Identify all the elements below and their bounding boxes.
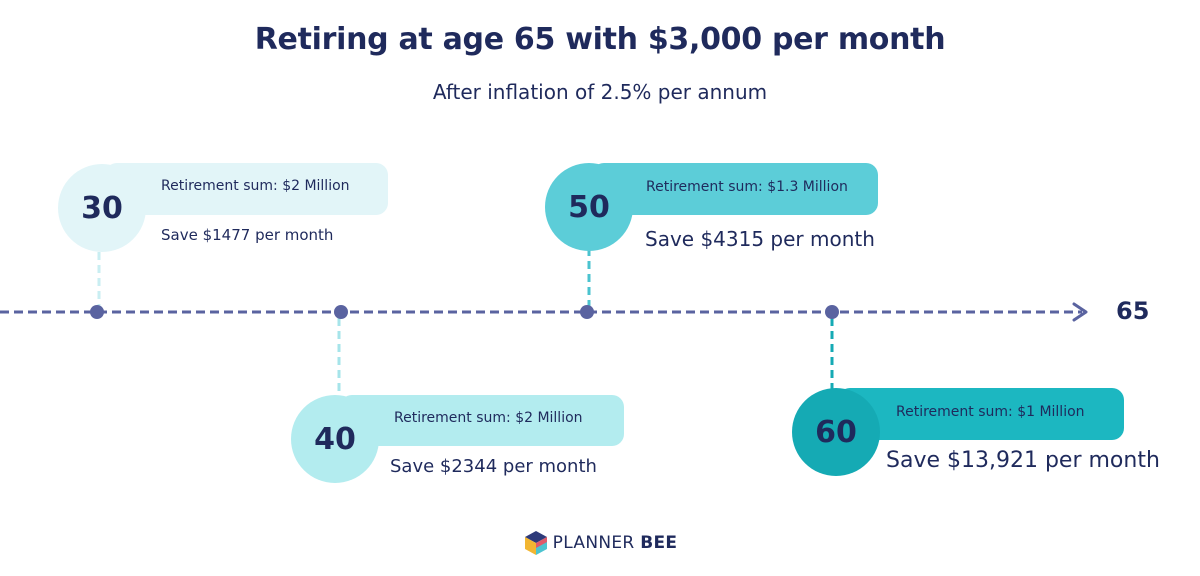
planner-bee-logo-icon <box>524 531 547 555</box>
timeline-dot-40 <box>334 305 348 319</box>
milestone-age-badge: 50 <box>545 163 633 251</box>
milestone-age-badge: 60 <box>792 388 880 476</box>
milestone-bar <box>838 388 1124 440</box>
page-title: Retiring at age 65 with $3,000 per month <box>254 22 946 57</box>
milestone-age-badge: 40 <box>291 395 379 483</box>
timeline-dot-60 <box>825 305 839 319</box>
milestone-bar <box>105 163 388 215</box>
brand-name: PLANNER BEE <box>552 533 678 553</box>
timeline-dot-30 <box>90 305 104 319</box>
timeline-end-label: 65 <box>1116 297 1150 325</box>
page-subtitle: After inflation of 2.5% per annum <box>432 80 768 104</box>
timeline-arrow-icon <box>1072 302 1088 322</box>
milestone-sum: Retirement sum: $2 Million <box>394 410 583 426</box>
milestone-sum: Retirement sum: $1.3 Million <box>646 179 848 195</box>
milestone-save: Save $13,921 per month <box>886 448 1160 473</box>
milestone-save: Save $1477 per month <box>161 226 334 244</box>
milestone-sum: Retirement sum: $2 Million <box>161 178 350 194</box>
milestone-bar <box>340 395 624 446</box>
milestone-sum: Retirement sum: $1 Million <box>896 404 1085 420</box>
timeline-dot-50 <box>580 305 594 319</box>
milestone-bar <box>592 163 878 215</box>
milestone-age-badge: 30 <box>58 164 146 252</box>
milestone-save: Save $2344 per month <box>390 456 597 477</box>
brand-footer: PLANNER BEE <box>0 530 1200 556</box>
milestone-save: Save $4315 per month <box>645 227 875 251</box>
